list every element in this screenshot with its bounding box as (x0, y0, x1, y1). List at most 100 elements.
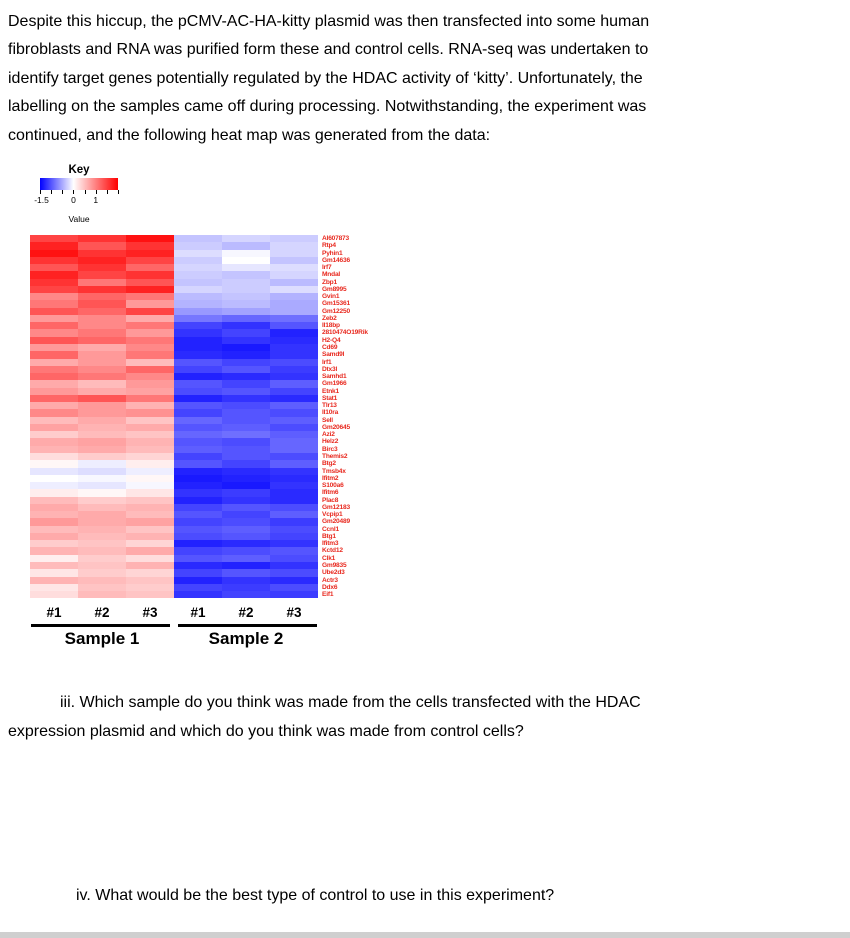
heatmap-cell (174, 409, 222, 417)
heatmap-cell (126, 387, 174, 395)
heatmap-cell (270, 503, 318, 512)
heatmap-cell (270, 569, 318, 577)
heatmap-cell (30, 532, 78, 541)
heatmap-cell (78, 285, 126, 294)
heatmap-cell (78, 561, 126, 570)
heatmap-cell (126, 394, 174, 403)
heatmap-cell (30, 329, 78, 337)
key-tick-label: 1 (93, 195, 99, 206)
gene-label: AI607873 (322, 235, 349, 243)
heatmap-cell (126, 438, 174, 446)
heatmap-cell (174, 387, 222, 395)
heatmap-cell (270, 409, 318, 417)
intro-line: continued, and the following heat map wa… (8, 126, 491, 144)
heatmap-cell (270, 416, 318, 424)
heatmap-cell (126, 518, 174, 526)
heatmap-cell (174, 271, 222, 279)
gene-label: Mndal (322, 271, 341, 279)
heatmap-cell (222, 329, 270, 337)
heatmap-cell (126, 532, 174, 541)
heatmap-cell (30, 561, 78, 570)
heatmap-cell (126, 460, 174, 468)
color-scale-bar (40, 178, 118, 191)
heatmap-cell (30, 482, 78, 490)
gene-label-list: AI607873 Rtp4 Pyhin1 Gm14636 Irf7 Mndal Zbp1 Gm… (322, 235, 368, 598)
heatmap-cell (174, 474, 222, 483)
heatmap-cell (222, 336, 270, 345)
heatmap-cell (222, 583, 270, 592)
heatmap-cell (174, 467, 222, 475)
heatmap-cell (270, 511, 318, 519)
heatmap-cell (222, 547, 270, 555)
heatmap-cell (270, 576, 318, 584)
heatmap-cell (174, 489, 222, 497)
key-tick-label: -1.5 (34, 195, 49, 206)
gene-label: Zbp1 (322, 278, 337, 286)
heatmap-cell (270, 402, 318, 410)
heatmap-cell (78, 416, 126, 424)
gene-label: Btg1 (322, 532, 336, 540)
heatmap-cell (126, 540, 174, 548)
heatmap-cell (222, 540, 270, 548)
heatmap-cell (270, 423, 318, 432)
gene-label: Vcpip1 (322, 511, 343, 519)
gene-label: Stat1 (322, 394, 338, 402)
key-tick-mark (51, 190, 53, 195)
sample-axis: #1 #2 #3 #1 #2 #3 Sample 1 Sample 2 (30, 605, 318, 649)
heatmap-cell (270, 438, 318, 446)
heatmap-cell (270, 591, 318, 599)
heatmap-cell (78, 583, 126, 592)
heatmap-cell (30, 344, 78, 352)
heatmap-cell (78, 293, 126, 301)
color-key: Key -1.5 0 1 Value (34, 164, 119, 224)
heatmap-cell (126, 235, 174, 243)
gene-label: Irf7 (322, 264, 332, 272)
heatmap-cell (126, 503, 174, 512)
gene-label: Birc3 (322, 445, 338, 453)
heatmap-cell (174, 358, 222, 366)
heatmap-cell (270, 329, 318, 337)
heatmap-cell (270, 365, 318, 374)
heatmap-cell (78, 394, 126, 403)
heatmap-cell (78, 423, 126, 432)
heatmap-cell (222, 314, 270, 323)
heatmap-cell (78, 300, 126, 308)
heatmap-cell (270, 431, 318, 439)
replicate-label: #2 (94, 605, 110, 621)
heatmap-cell (126, 380, 174, 388)
heatmap-cell (30, 256, 78, 265)
key-tick-marks (40, 190, 119, 195)
heatmap-cell (222, 576, 270, 584)
intro-line: labelling on the samples came off during… (8, 98, 647, 116)
sample-2-underline (178, 624, 317, 628)
heatmap-cell (78, 314, 126, 323)
heatmap-cell (222, 387, 270, 395)
heatmap-cell (78, 307, 126, 315)
gene-label: Cd69 (322, 344, 338, 352)
heatmap-cell (78, 373, 126, 381)
heatmap-cell (174, 431, 222, 439)
heatmap-cell (126, 402, 174, 410)
heatmap-cell (30, 525, 78, 533)
question-iii: iii. Which sample do you think was made … (8, 689, 842, 746)
heatmap-cell (30, 285, 78, 294)
heatmap-cell (78, 365, 126, 374)
heatmap-cell (270, 540, 318, 548)
heatmap-cell (78, 438, 126, 446)
heatmap-cell (126, 293, 174, 301)
question-iv: iv. What would be the best type of contr… (76, 887, 555, 905)
heatmap-cell (174, 496, 222, 504)
heatmap-cell (126, 489, 174, 497)
gene-label: Themis2 (322, 453, 348, 460)
heatmap-cell (78, 474, 126, 483)
key-tick-mark (106, 190, 108, 195)
heatmap-cell (174, 482, 222, 490)
gene-label: Clk1 (322, 554, 336, 562)
heatmap-cell (78, 242, 126, 250)
heatmap-cell (30, 373, 78, 381)
heatmap-cell (78, 351, 126, 359)
intro-paragraph: Despite this hiccup, the pCMV-AC-HA-kitt… (8, 8, 844, 150)
heatmap-cell (270, 336, 318, 345)
heatmap-cell (126, 525, 174, 533)
